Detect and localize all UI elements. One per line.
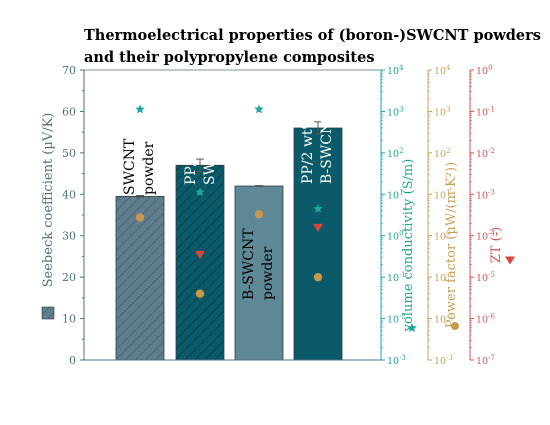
bar-label-1-line-1: SWCNT	[122, 138, 138, 195]
seebeck-tick-label-30: 30	[62, 230, 76, 243]
power-factor-point-4	[313, 272, 323, 282]
zt-point-2	[195, 250, 205, 259]
seebeck-tick-label-60: 60	[62, 105, 76, 118]
bar-label-3-line-2: powder	[260, 246, 276, 300]
power-factor-tick-label-1: 10-2	[434, 313, 453, 326]
zt-point-4	[313, 223, 323, 232]
zt-tick-label-7: 100	[476, 64, 493, 77]
bar-label-2-line-2: SWCNT	[202, 128, 218, 185]
power-factor-tick-label-7: 104	[434, 64, 451, 77]
conductivity-legend-star	[407, 323, 417, 333]
conductivity-tick-label-3: 100	[387, 230, 404, 243]
seebeck-tick-label-20: 20	[62, 271, 76, 284]
power-factor-point-1	[135, 213, 145, 222]
seebeck-tick-label-10: 10	[62, 313, 76, 326]
zt-axis-label: ZT (-)	[489, 227, 504, 263]
conductivity-tick-label-4: 101	[387, 188, 404, 201]
zt-tick-label-2: 10-5	[476, 271, 495, 284]
power-factor-axis-label: Power factor (µW/(m·K²))	[444, 162, 459, 328]
zt-tick-label-3: 10-4	[476, 230, 495, 243]
power-factor-tick-label-6: 103	[434, 105, 451, 118]
zt-legend-triangle	[505, 256, 515, 265]
seebeck-tick-label-40: 40	[62, 188, 76, 201]
zt-tick-label-0: 10-7	[476, 354, 495, 367]
bar-label-3-line-1: B-SWCNT	[241, 228, 257, 300]
bar-label-4-line-2: B-SWCNT	[319, 112, 335, 184]
conductivity-point-4	[313, 203, 323, 213]
conductivity-tick-label-1: 10-2	[387, 313, 406, 326]
power-factor-tick-label-0: 10-3	[434, 354, 453, 367]
zt-tick-label-6: 10-1	[476, 105, 495, 118]
conductivity-point-3	[254, 104, 264, 114]
zt-tick-label-4: 10-3	[476, 188, 495, 201]
power-factor-tick-label-5: 102	[434, 147, 451, 160]
conductivity-tick-label-6: 103	[387, 105, 404, 118]
zt-tick-label-5: 10-2	[476, 147, 495, 160]
power-factor-point-2	[195, 289, 205, 298]
conductivity-point-1	[135, 104, 145, 114]
bar-label-2-line-1: PP/2 wt%	[183, 117, 199, 185]
seebeck-tick-label-50: 50	[62, 147, 76, 160]
chart-title-line-2: and their polypropylene composites	[84, 49, 375, 66]
conductivity-tick-label-0: 10-3	[387, 354, 406, 367]
power-factor-legend-circle	[451, 322, 459, 330]
conductivity-tick-label-2: 10-1	[387, 271, 406, 284]
chart-title-line-1: Thermoelectrical properties of (boron-)S…	[84, 27, 541, 44]
zt-tick-label-1: 10-6	[476, 313, 495, 326]
power-factor-tick-label-4: 101	[434, 188, 451, 201]
bar-hatch-1	[116, 196, 164, 360]
conductivity-tick-label-7: 104	[387, 64, 404, 77]
seebeck-axis-label: Seebeck coefficient (µV/K)	[41, 113, 56, 288]
conductivity-axis-label: volume conductivity (S/m)	[401, 159, 416, 333]
conductivity-point-2	[195, 187, 205, 197]
seebeck-legend-swatch-hatch	[42, 307, 54, 319]
power-factor-tick-label-3: 100	[434, 230, 451, 243]
bar-label-1-line-2: powder	[141, 141, 157, 195]
power-factor-point-3	[254, 209, 264, 219]
bar-label-4-line-1: PP/2 wt%	[300, 116, 316, 184]
power-factor-tick-label-2: 10-1	[434, 271, 453, 284]
seebeck-tick-label-0: 0	[69, 354, 76, 367]
bar-hatch-2	[176, 165, 224, 360]
seebeck-tick-label-70: 70	[62, 64, 76, 77]
conductivity-tick-label-5: 102	[387, 147, 404, 160]
